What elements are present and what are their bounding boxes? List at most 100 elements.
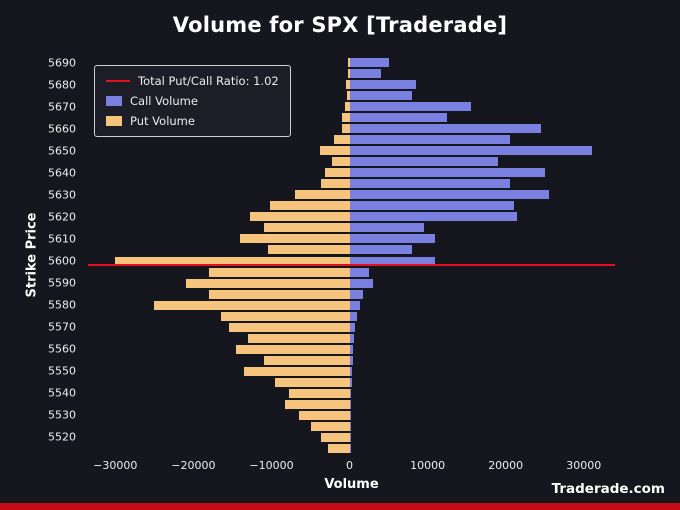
y-tick-label: 5570 — [48, 320, 76, 334]
x-tick-label: −30000 — [93, 459, 138, 472]
call-bar — [349, 289, 363, 299]
call-bar — [349, 190, 549, 200]
call-bar — [349, 322, 355, 332]
legend-row-ratio: Total Put/Call Ratio: 1.02 — [106, 74, 279, 88]
call-bar — [349, 366, 353, 376]
put-bar — [284, 399, 350, 409]
y-tick-label: 5690 — [48, 56, 76, 69]
call-bar — [349, 432, 351, 442]
call-bar — [349, 146, 592, 156]
y-axis-ticks: 5690 5680 5670 5660 5650 5640 5630 5620 5610 5600… — [0, 56, 82, 454]
legend-put-label: Put Volume — [130, 114, 195, 128]
y-tick-label: 5620 — [48, 210, 76, 224]
legend-ratio-label: Total Put/Call Ratio: 1.02 — [138, 74, 279, 88]
put-bar — [331, 157, 350, 167]
bottom-red-strip — [0, 503, 680, 510]
put-bar — [209, 267, 350, 277]
call-bar — [349, 168, 545, 178]
ratio-line — [88, 264, 615, 267]
y-tick-label: 5530 — [48, 408, 76, 422]
put-bar — [341, 124, 350, 134]
put-bar — [249, 212, 350, 222]
ratio-line-swatch — [106, 80, 130, 82]
y-tick-label: 5540 — [48, 386, 76, 400]
x-tick-label: −20000 — [171, 459, 216, 472]
x-tick-label: 30000 — [566, 459, 602, 472]
x-axis-ticks: −30000 −20000 −10000 0 10000 20000 30000 — [88, 454, 615, 474]
call-bar — [349, 212, 518, 222]
put-bar — [321, 432, 350, 442]
put-bar — [294, 190, 350, 200]
call-bar — [349, 135, 510, 145]
put-bar — [209, 289, 350, 299]
legend: Total Put/Call Ratio: 1.02 Call Volume P… — [94, 65, 291, 137]
call-bar — [349, 223, 424, 233]
put-bar — [341, 113, 350, 123]
put-bar — [240, 234, 350, 244]
put-bar — [236, 344, 350, 354]
put-bar — [324, 168, 350, 178]
put-bar — [275, 377, 350, 387]
call-bar — [349, 157, 498, 167]
call-bar — [349, 245, 412, 255]
x-tick-label: −10000 — [249, 459, 294, 472]
x-tick-label: 10000 — [410, 459, 446, 472]
put-volume-swatch — [106, 116, 122, 126]
y-tick-label: 5670 — [48, 100, 76, 114]
call-bar — [349, 344, 354, 354]
call-bar — [349, 179, 510, 189]
put-bar — [288, 388, 350, 398]
put-bar — [347, 58, 350, 68]
call-bar — [349, 234, 436, 244]
put-bar — [321, 179, 350, 189]
call-bar — [349, 388, 352, 398]
call-bar — [349, 267, 370, 277]
call-bar — [349, 443, 351, 453]
legend-row-call: Call Volume — [106, 94, 279, 108]
call-bar — [349, 58, 389, 68]
put-bar — [298, 410, 350, 420]
x-tick-label: 0 — [346, 459, 354, 472]
x-tick-label: 20000 — [488, 459, 524, 472]
put-bar — [263, 223, 350, 233]
call-volume-swatch — [106, 96, 122, 106]
y-tick-label: 5560 — [48, 342, 76, 356]
put-bar — [228, 322, 350, 332]
put-bar — [185, 278, 350, 288]
put-bar — [310, 421, 350, 431]
put-bar — [263, 355, 350, 365]
call-bar — [349, 355, 353, 365]
put-bar — [267, 245, 350, 255]
call-bar — [349, 421, 351, 431]
call-bar — [349, 256, 436, 266]
watermark: Traderade.com — [551, 481, 665, 497]
put-bar — [347, 91, 350, 101]
put-bar — [115, 256, 350, 266]
plot-area: Total Put/Call Ratio: 1.02 Call Volume P… — [88, 57, 615, 454]
put-bar — [333, 135, 350, 145]
y-tick-label: 5610 — [48, 232, 76, 246]
y-tick-label: 5630 — [48, 188, 76, 202]
y-tick-label: 5660 — [48, 122, 76, 136]
y-tick-label: 5590 — [48, 276, 76, 290]
call-bar — [349, 300, 360, 310]
y-tick-label: 5650 — [48, 144, 76, 158]
y-tick-label: 5600 — [48, 254, 76, 268]
call-bar — [349, 377, 352, 387]
put-bar — [348, 69, 350, 79]
call-bar — [349, 80, 416, 90]
call-bar — [349, 69, 381, 79]
call-bar — [349, 311, 357, 321]
put-bar — [319, 146, 350, 156]
chart-title: Volume for SPX [Traderade] — [172, 13, 508, 37]
y-tick-label: 5550 — [48, 364, 76, 378]
y-tick-label: 5640 — [48, 166, 76, 180]
x-axis-label: Volume — [324, 477, 379, 492]
y-tick-label: 5520 — [48, 430, 76, 444]
put-bar — [154, 300, 350, 310]
call-bar — [349, 410, 351, 420]
put-bar — [327, 443, 350, 453]
put-bar — [220, 311, 350, 321]
call-bar — [349, 113, 448, 123]
